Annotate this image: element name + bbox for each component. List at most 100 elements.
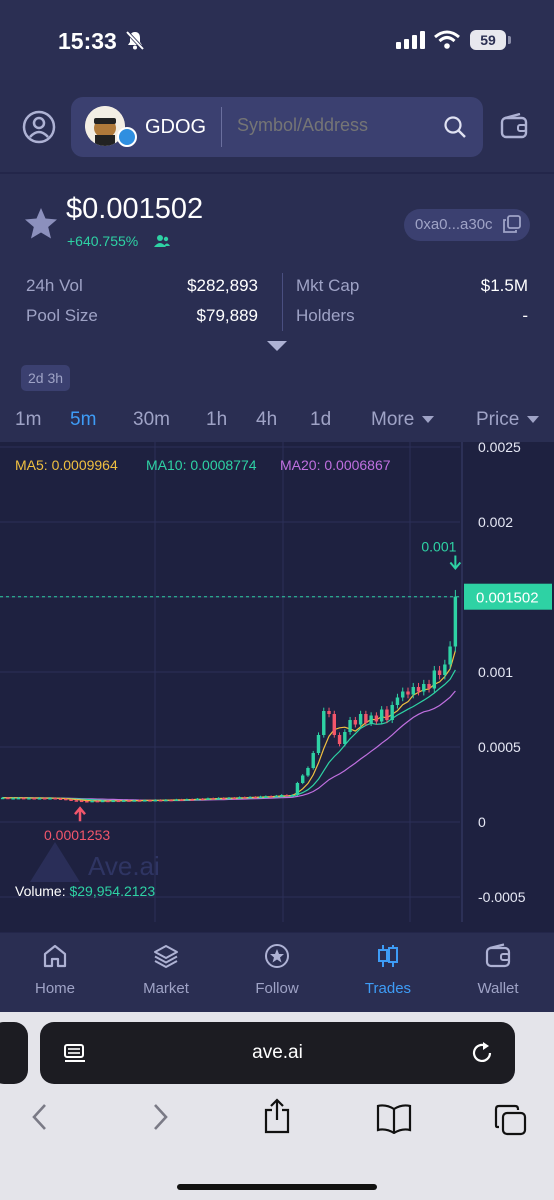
- tabs-icon[interactable]: [494, 1104, 528, 1136]
- tab-more-label: More: [371, 409, 415, 430]
- candle-body: [443, 664, 447, 675]
- search-input[interactable]: [237, 115, 427, 136]
- candle-body: [290, 795, 294, 797]
- contract-address-chip[interactable]: 0xa0...a30c: [404, 209, 530, 241]
- candle-body: [316, 735, 321, 753]
- candle-body: [0, 797, 5, 800]
- timeframe-tabs: 1m 5m 30m 1h 4h 1d More Price: [0, 400, 554, 442]
- candle-body: [390, 705, 394, 720]
- ma20-label: MA20: 0.0006867: [280, 457, 391, 473]
- previous-tab-stub[interactable]: [0, 1022, 28, 1084]
- token-price: $0.001502: [66, 193, 204, 225]
- low-arrow-icon: [74, 806, 86, 822]
- candle-body: [132, 800, 136, 802]
- reload-icon[interactable]: [470, 1041, 494, 1065]
- tab-1m[interactable]: 1m: [15, 409, 42, 430]
- candle-body: [85, 801, 89, 803]
- ma10-label: MA10: 0.0008774: [146, 457, 257, 473]
- candle-body: [111, 800, 115, 803]
- candle-body: [158, 799, 163, 802]
- ma5-line: [2, 650, 456, 802]
- candle-body: [379, 709, 384, 722]
- wifi-icon: [434, 30, 460, 49]
- header-divider: [0, 172, 554, 174]
- favorite-star-icon[interactable]: [24, 207, 58, 240]
- candle-body: [190, 799, 194, 801]
- candle-body: [300, 775, 305, 783]
- candle-body: [364, 714, 368, 723]
- current-price-tag: [464, 583, 552, 610]
- forward-icon[interactable]: [148, 1102, 172, 1132]
- candle-body: [353, 720, 358, 725]
- status-time: 15:33: [58, 28, 117, 54]
- nav-home[interactable]: Home: [5, 943, 105, 997]
- y-tick-label: 0.0025: [478, 442, 521, 455]
- reader-mode-icon[interactable]: [64, 1044, 86, 1064]
- wallet-icon: [485, 943, 511, 968]
- candle-body: [411, 687, 415, 695]
- candle-body: [69, 799, 73, 801]
- candle-body: [358, 714, 363, 725]
- user-profile-icon[interactable]: [22, 110, 56, 144]
- candle-body: [311, 753, 315, 768]
- price-type-label: Price: [476, 409, 520, 430]
- candle-body: [295, 783, 300, 795]
- contract-address: 0xa0...a30c: [415, 216, 493, 233]
- candle-body: [406, 691, 410, 695]
- candle-body: [58, 798, 63, 800]
- candle-body: [206, 798, 210, 800]
- layers-icon: [154, 945, 178, 969]
- tab-1d[interactable]: 1d: [310, 409, 332, 430]
- candle-body: [116, 800, 121, 803]
- nav-follow[interactable]: Follow: [227, 943, 327, 997]
- vol-label: 24h Vol: [26, 276, 83, 295]
- candle-body: [279, 795, 284, 797]
- nav-market[interactable]: Market: [116, 943, 216, 997]
- token-symbol: GDOG: [145, 116, 207, 138]
- chevron-down-icon: [527, 416, 540, 424]
- candle-body: [148, 800, 152, 802]
- mcap-label: Mkt Cap: [296, 276, 360, 295]
- candle-body: [416, 687, 421, 692]
- candle-body: [322, 711, 326, 735]
- tab-more[interactable]: More: [371, 409, 435, 431]
- ma5-label: MA5: 0.0009964: [15, 457, 118, 473]
- price-type-select[interactable]: Price: [476, 409, 540, 431]
- candle-body: [337, 735, 342, 744]
- tab-4h[interactable]: 4h: [256, 409, 278, 430]
- bookmarks-icon[interactable]: [376, 1104, 412, 1134]
- candle-body: [448, 646, 452, 665]
- volume-label: Volume:: [15, 883, 70, 899]
- candle-body: [258, 796, 263, 798]
- expand-caret-icon[interactable]: [267, 341, 287, 351]
- price-change: +640.755%: [67, 233, 139, 249]
- candle-body: [153, 799, 158, 802]
- candle-body: [200, 798, 205, 801]
- address-bar[interactable]: ave.ai: [40, 1022, 515, 1084]
- search-bar[interactable]: GDOG: [71, 97, 483, 157]
- y-tick-label: -0.0005: [478, 889, 526, 905]
- high-arrow-icon: [449, 555, 462, 571]
- ave-watermark: Ave.ai: [30, 842, 160, 882]
- share-icon[interactable]: [262, 1098, 292, 1134]
- home-indicator: [177, 1184, 377, 1190]
- back-icon[interactable]: [28, 1102, 52, 1132]
- candle-body: [216, 798, 221, 800]
- nav-wallet[interactable]: Wallet: [448, 943, 548, 997]
- candle-body: [64, 798, 68, 801]
- wallet-icon[interactable]: [500, 113, 528, 139]
- tab-5m[interactable]: 5m: [70, 409, 97, 430]
- y-tick-label: 0.001: [478, 664, 513, 680]
- candle-body: [395, 697, 400, 705]
- candle-body: [253, 796, 258, 799]
- candle-body: [79, 800, 84, 803]
- candle-body: [453, 596, 458, 647]
- copy-icon[interactable]: [503, 215, 521, 233]
- chevron-down-icon: [422, 416, 435, 424]
- nav-trades[interactable]: Trades: [338, 943, 438, 997]
- tab-30m[interactable]: 30m: [133, 409, 170, 430]
- search-icon[interactable]: [443, 115, 467, 139]
- tab-1h[interactable]: 1h: [206, 409, 228, 430]
